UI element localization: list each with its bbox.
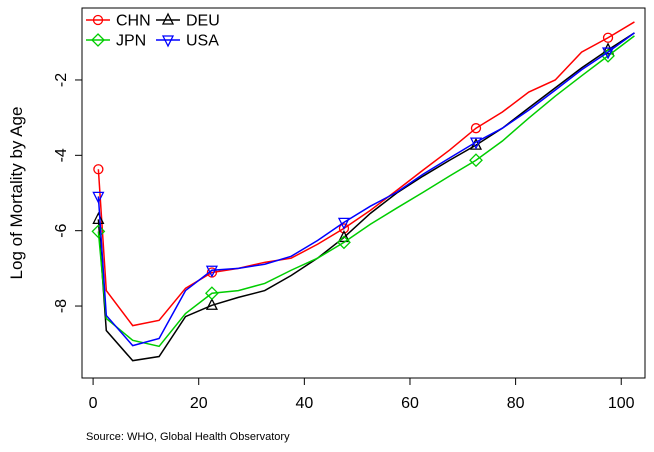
marker xyxy=(161,12,175,25)
y-axis-label: Log of Mortality by Age xyxy=(7,107,26,280)
x-tick-label: 40 xyxy=(295,395,313,412)
plot-frame xyxy=(81,7,646,379)
marker xyxy=(470,123,482,134)
x-tick-label: 20 xyxy=(190,395,208,412)
marker xyxy=(205,286,219,301)
marker xyxy=(161,35,175,48)
legend-label: DEU xyxy=(186,13,220,30)
y-tick-label: -6 xyxy=(53,223,70,237)
x-tick-label: 100 xyxy=(608,395,635,412)
x-tick-label: 80 xyxy=(507,395,525,412)
marker xyxy=(602,32,614,43)
marker xyxy=(91,224,106,239)
x-tick-label: 0 xyxy=(89,395,98,412)
marker xyxy=(469,137,483,150)
legend-label: CHN xyxy=(116,13,151,30)
series-line xyxy=(97,32,635,362)
series-line xyxy=(97,35,635,348)
marker xyxy=(337,217,351,230)
marker xyxy=(93,164,104,175)
source-note: Source: WHO, Global Health Observatory xyxy=(86,431,290,443)
series-line xyxy=(97,21,635,327)
marker xyxy=(601,47,615,60)
marker xyxy=(91,33,105,47)
legend-label: USA xyxy=(186,33,219,50)
y-tick-label: -4 xyxy=(53,148,70,162)
x-tick-label: 60 xyxy=(401,395,419,412)
marker xyxy=(205,265,218,278)
y-tick-label: -2 xyxy=(53,73,70,87)
marker xyxy=(601,48,615,63)
marker xyxy=(92,211,105,225)
marker xyxy=(601,42,615,55)
marker xyxy=(338,223,350,234)
marker xyxy=(205,297,218,310)
marker xyxy=(92,191,105,204)
marker xyxy=(469,153,483,168)
legend-label: JPN xyxy=(116,33,146,50)
marker xyxy=(337,235,351,250)
marker xyxy=(92,14,104,26)
y-tick-label: -8 xyxy=(53,299,70,313)
series-line xyxy=(97,32,635,347)
